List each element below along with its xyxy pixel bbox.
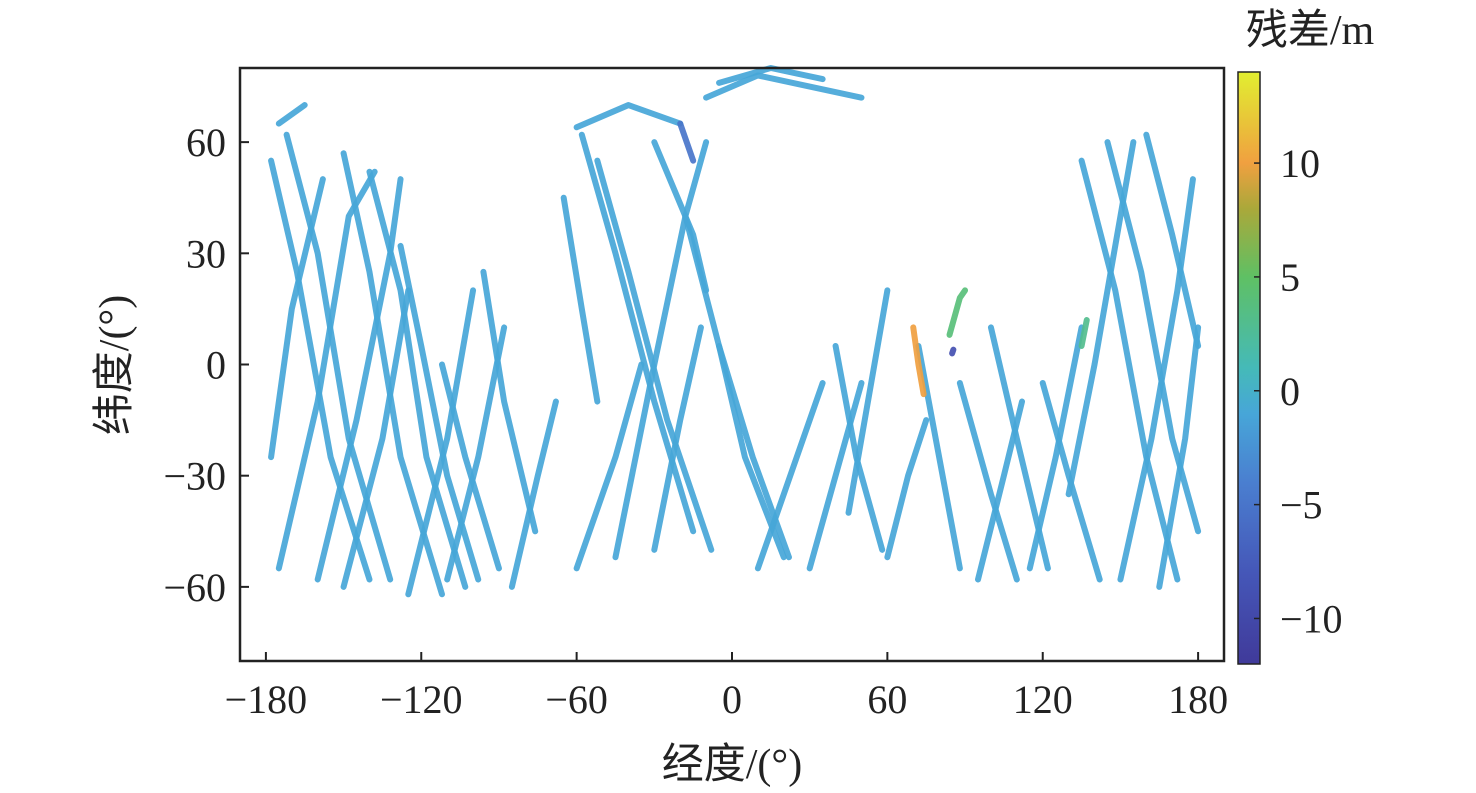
colorbar-tick-label: 0: [1280, 369, 1300, 414]
track-27: [508, 398, 559, 590]
x-tick-label: 120: [1013, 677, 1073, 722]
track-26: [444, 324, 508, 583]
track-47: [677, 120, 697, 164]
track-38: [1117, 176, 1196, 583]
track-8: [594, 157, 715, 553]
track-46: [949, 346, 957, 357]
track-16: [1078, 157, 1181, 583]
x-tick-label: −60: [545, 677, 608, 722]
colorbar-label: 残差/m: [1246, 8, 1375, 54]
track-33: [845, 287, 891, 516]
x-tick-label: −120: [380, 677, 463, 722]
track-35: [975, 398, 1026, 583]
y-tick-label: 60: [186, 120, 226, 165]
x-axis-label: 经度/(°): [662, 742, 802, 788]
track-44: [910, 324, 927, 398]
y-tick-label: 0: [206, 343, 226, 388]
track-37: [1065, 139, 1137, 498]
track-14: [956, 380, 1020, 583]
track-32: [806, 380, 865, 572]
track-5: [438, 361, 502, 572]
track-40: [703, 72, 865, 101]
colorbar-tick-label: −5: [1280, 483, 1323, 528]
x-tick-label: 0: [722, 677, 742, 722]
x-tick-label: 180: [1168, 677, 1228, 722]
colorbar-tick-label: 5: [1280, 255, 1300, 300]
track-45: [946, 287, 969, 338]
track-9: [560, 194, 601, 405]
track-23: [314, 176, 404, 583]
track-18: [1143, 131, 1202, 349]
track-36: [1026, 324, 1085, 572]
track-39: [1156, 324, 1202, 590]
track-30: [651, 324, 704, 553]
track-48: [1078, 317, 1090, 349]
track-11: [716, 342, 792, 561]
track-34: [884, 417, 930, 561]
y-tick-label: 30: [186, 231, 226, 276]
colorbar-tick-label: −10: [1280, 596, 1343, 641]
track-20: [651, 139, 710, 294]
track-6: [480, 268, 539, 535]
y-axis: 60 30 0 −30 −60: [163, 120, 249, 610]
y-axis-label: 纬度/(°): [92, 295, 138, 435]
colorbar-tick-label: 10: [1280, 141, 1320, 186]
x-tick-label: 60: [867, 677, 907, 722]
track-22: [275, 168, 378, 572]
track-4: [397, 242, 482, 583]
track-24: [340, 287, 412, 590]
x-tick-label: −180: [225, 677, 308, 722]
track-1: [283, 131, 394, 583]
track-13: [915, 342, 963, 572]
track-3: [366, 168, 469, 590]
track-2: [340, 150, 445, 598]
track-28: [612, 139, 710, 561]
colorbar: [1237, 71, 1261, 665]
track-31: [754, 380, 826, 572]
track-0: [268, 157, 373, 583]
x-axis: −180 −120 −60 0 60 120 180: [225, 652, 1228, 722]
track-25: [405, 287, 477, 598]
track-42: [573, 102, 684, 131]
y-tick-label: −60: [163, 565, 226, 610]
y-tick-label: −30: [163, 454, 226, 499]
colorbar-axis: 10 5 0 −5 −10: [1254, 141, 1343, 641]
track-19: [1039, 380, 1103, 583]
track-layer: [268, 65, 1202, 598]
track-21: [268, 176, 326, 461]
track-29: [573, 361, 645, 572]
track-43: [275, 102, 308, 127]
